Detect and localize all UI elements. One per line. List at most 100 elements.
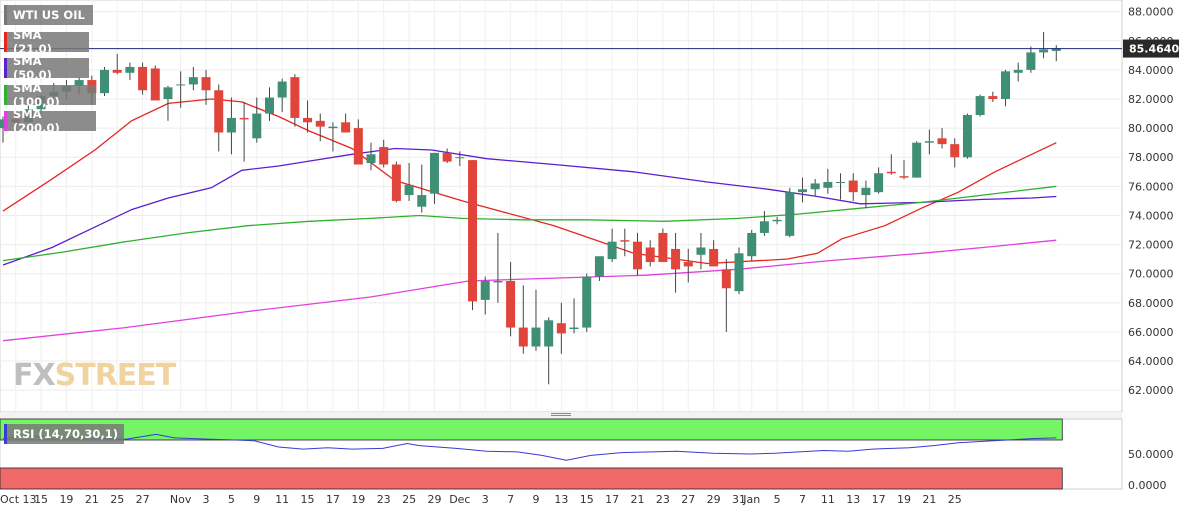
candle-12 [150,65,160,101]
candle-21 [264,87,274,121]
x-tick-label-29: Jan [742,493,760,506]
candle-52 [658,228,668,263]
candle-10 [125,62,135,81]
candle-20 [252,97,262,143]
legend-sma-21[interactable]: SMA (21,0) [4,28,89,56]
candle-42 [531,289,541,351]
candle-body-60 [759,221,769,233]
x-tick-label-26: 27 [681,493,695,506]
candle-body-54 [683,262,693,267]
x-tick-label-15: 25 [402,493,416,506]
candle-15 [188,66,198,91]
candle-8 [100,66,110,97]
candle-78 [988,91,998,102]
candle-body-20 [252,113,262,139]
candle-32 [404,163,414,201]
candle-body-80 [1013,69,1023,73]
candle-77 [975,94,985,117]
x-tick-label-12: 17 [326,493,340,506]
candle-body-65 [823,181,833,188]
candle-61 [772,216,782,225]
candle-body-16 [201,77,211,91]
candle-body-53 [671,248,681,270]
candle-body-35 [442,152,452,162]
legend-title[interactable]: WTI US OIL [4,5,93,25]
candle-body-46 [582,276,592,328]
last-price-badge [1123,39,1179,58]
candle-81 [1026,46,1036,73]
x-tick-label-6: Nov [170,493,192,506]
candle-body-69 [874,173,884,193]
x-tick-label-27: 29 [707,493,721,506]
panel-resize-handle[interactable] [551,413,571,416]
x-tick-label-11: 15 [301,493,315,506]
x-tick-label-0: Oct 13 [0,493,37,506]
candle-body-44 [556,323,566,334]
candle-body-10 [125,66,135,73]
candle-24 [303,100,313,133]
price-tick-label-11: 66.0000 [1128,326,1174,339]
candle-body-37 [468,160,478,302]
candle-64 [810,179,820,197]
candle-body-70 [886,171,896,174]
candle-body-55 [696,247,706,255]
candle-33 [417,164,427,213]
candle-34 [429,152,439,204]
candle-57 [721,259,731,332]
candle-body-33 [417,195,427,207]
x-tick-label-33: 13 [846,493,860,506]
x-tick-label-16: 29 [427,493,441,506]
candle-38 [480,276,490,315]
x-tick-label-36: 21 [922,493,936,506]
x-tick-label-24: 21 [631,493,645,506]
legend-sma-21-swatch [4,31,7,52]
candle-body-73 [924,141,934,143]
price-tick-label-4: 80.0000 [1128,122,1174,135]
legend-sma-200-swatch [4,111,7,131]
candle-26 [328,122,338,152]
candle-body-81 [1026,52,1036,70]
candle-73 [924,129,934,155]
candle-body-15 [188,77,198,85]
candle-14 [176,71,186,108]
x-tick-label-32: 11 [821,493,835,506]
candle-body-58 [734,253,744,292]
candle-body-82 [1039,49,1049,53]
candle-25 [315,113,325,142]
x-tick-label-3: 21 [85,493,99,506]
legend-sma-50[interactable]: SMA (50,0) [4,54,89,82]
legend-sma-200[interactable]: SMA (200,0) [4,107,96,135]
x-tick-label-14: 23 [377,493,391,506]
candle-82 [1039,32,1049,59]
x-tick-label-10: 11 [275,493,289,506]
legend-rsi[interactable]: RSI (14,70,30,1) [4,424,125,444]
candle-body-45 [569,327,579,330]
x-tick-label-5: 27 [136,493,150,506]
candle-body-68 [861,187,871,196]
candle-43 [544,317,554,385]
candle-body-30 [379,147,389,165]
sma-line-2 [2,185,1057,262]
candle-39 [493,232,503,303]
x-tick-label-31: 7 [799,493,806,506]
candle-58 [734,247,744,295]
candle-53 [671,232,681,293]
last-price-label: 85.4640 [1129,43,1179,56]
candle-body-22 [277,81,287,98]
rsi-axis: 50.0000 0.0000 [1128,448,1174,492]
candle-46 [582,273,592,332]
legend-sma-100[interactable]: SMA (100,0) [4,81,96,109]
x-tick-label-35: 19 [897,493,911,506]
candle-body-26 [328,126,338,129]
candle-body-14 [176,84,186,86]
candle-body-59 [747,232,757,257]
candle-body-0 [0,119,8,129]
candle-0 [0,116,8,143]
candle-68 [861,180,871,209]
price-tick-label-5: 78.0000 [1128,151,1174,164]
candle-body-51 [645,247,655,263]
rsi-oversold-zone [0,467,1063,490]
price-tick-label-10: 68.0000 [1128,297,1174,310]
